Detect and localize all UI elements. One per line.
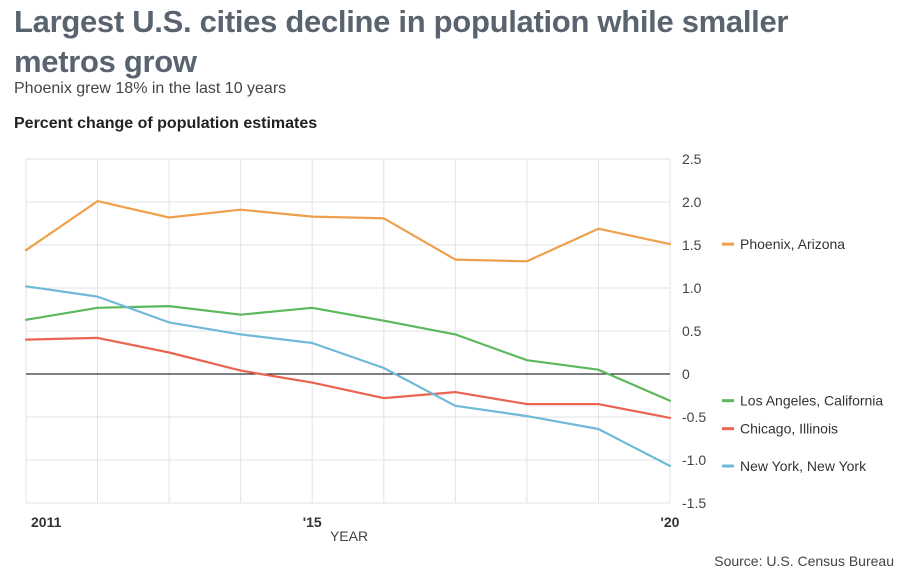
y-tick-label: 1.5 [682,237,702,253]
y-tick-label: -1.5 [682,495,706,511]
series-line-chicago-illinois [24,336,672,419]
legend-label: New York, New York [740,458,867,474]
legend-label: Chicago, Illinois [740,421,838,437]
series-lines [24,200,672,468]
legend-item-new-york-new-york: New York, New York [722,458,867,474]
y-tick-label: 0.5 [682,323,702,339]
series-line-phoenix-arizona [24,200,672,263]
x-tick-label: '20 [661,514,680,530]
source-note: Source: U.S. Census Bureau [714,553,894,569]
x-tick-label: '15 [303,514,322,530]
legend: Phoenix, Arizona Los Angeles, California C… [722,236,883,474]
legend-item-phoenix-arizona: Phoenix, Arizona [722,236,845,252]
legend-item-los-angeles-california: Los Angeles, California [722,393,883,409]
chart-title: Largest U.S. cities decline in populatio… [14,4,789,79]
chart-subtitle: Phoenix grew 18% in the last 10 years [14,80,287,97]
y-tick-label: 0 [682,366,690,382]
x-axis-tick-labels: 2011 '15 '20 [31,514,680,530]
legend-item-chicago-illinois: Chicago, Illinois [722,421,838,437]
y-tick-label: -0.5 [682,409,706,425]
legend-label: Los Angeles, California [740,393,883,409]
chart-heading: Percent change of population estimates [14,115,318,132]
y-tick-label: -1.0 [682,452,706,468]
series-line-los-angeles-california [24,305,672,402]
y-tick-label: 1.0 [682,280,702,296]
horizontal-gridlines [26,158,670,504]
x-tick-label: 2011 [31,514,62,530]
x-axis-label: YEAR [330,528,368,544]
series-line-new-york-new-york [24,285,672,468]
y-tick-label: 2.0 [682,194,702,210]
y-axis-tick-labels: 2.5 2.0 1.5 1.0 0.5 0 -0.5 -1.0 -1.5 [682,151,706,511]
legend-label: Phoenix, Arizona [740,236,845,252]
y-tick-label: 2.5 [682,151,702,167]
